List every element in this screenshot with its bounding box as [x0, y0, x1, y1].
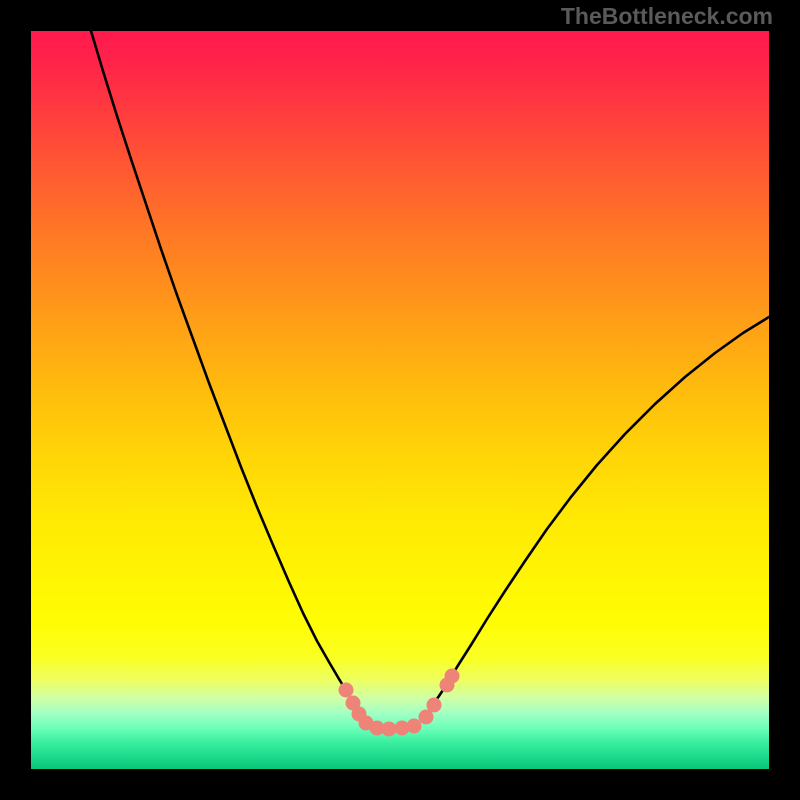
watermark-label: TheBottleneck.com — [561, 3, 773, 30]
plot-area — [31, 31, 769, 769]
bottleneck-chart — [31, 31, 769, 769]
data-marker — [382, 722, 397, 737]
data-marker — [445, 669, 460, 684]
data-marker — [427, 698, 442, 713]
chart-frame: TheBottleneck.com — [0, 0, 800, 800]
data-marker — [407, 719, 422, 734]
data-marker — [339, 683, 354, 698]
